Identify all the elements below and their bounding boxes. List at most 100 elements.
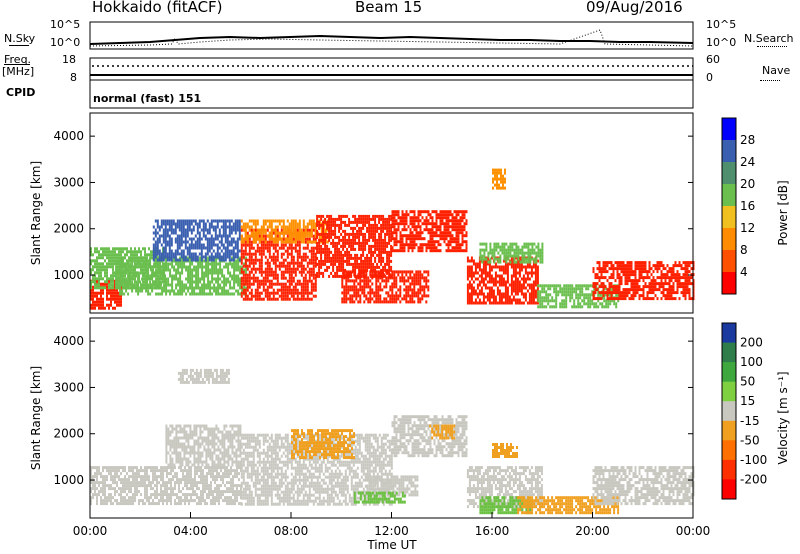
- freq-label-line: [4, 64, 30, 65]
- power-ytick-label-2: 3000: [53, 175, 84, 189]
- station-title: Hokkaido (fitACF): [92, 0, 223, 16]
- velocity-colorbar-tick-1: 100: [740, 355, 763, 369]
- velocity-xtick-label-1: 04:00: [173, 524, 208, 538]
- power-colorbar-swatch-1: [722, 140, 736, 163]
- velocity-colorbar-tick-0: 200: [740, 336, 763, 350]
- velocity-colorbar-swatch-8: [722, 479, 736, 500]
- velocity-colorbar-swatch-0: [722, 323, 736, 344]
- nsky-label-underline: [9, 45, 29, 46]
- power-colorbar-label: Power [dB]: [776, 180, 790, 245]
- nsearch-line: [89, 29, 694, 47]
- velocity-region-11: [517, 496, 620, 515]
- velocity-region-0: [90, 466, 242, 506]
- nave-tick-high: 60: [706, 53, 720, 66]
- velocity-colorbar-swatch-2: [722, 362, 736, 383]
- power-y-axis: 1000 2000 3000 4000: [53, 129, 693, 282]
- velocity-xtick-label-2: 08:00: [274, 524, 309, 538]
- power-region-7: [341, 270, 430, 304]
- velocity-colorbar-tick-7: -200: [740, 472, 767, 486]
- date-title: 09/Aug/2016: [586, 0, 683, 16]
- velocity-region-7: [353, 491, 406, 504]
- freq-tick-low: 8: [70, 71, 77, 84]
- freq-label: Freq.: [4, 53, 32, 66]
- velocity-colorbar-tick-6: -100: [740, 453, 767, 467]
- nsky-panel-frame: [89, 21, 694, 50]
- velocity-colorbar-swatch-1: [722, 342, 736, 363]
- power-colorbar-swatch-0: [722, 118, 736, 141]
- velocity-colorbar-tick-5: -50: [740, 433, 760, 447]
- freq-panel-frame: [89, 57, 694, 81]
- power-colorbar-tick-2: 12: [740, 221, 755, 235]
- power-region-6: [316, 214, 393, 278]
- velocity-colorbar-tick-4: -15: [740, 414, 760, 428]
- power-colorbar-swatch-6: [722, 250, 736, 273]
- power-colorbar: 4 8 12 16 20 24 28: [721, 117, 755, 295]
- cpid-label: CPID: [6, 86, 36, 99]
- power-colorbar-tick-5: 24: [740, 155, 755, 169]
- power-ytick-label-3: 4000: [53, 129, 84, 143]
- velocity-y-axis: 1000 2000 3000 4000: [53, 334, 693, 487]
- velocity-xtick-label-6: 00:00: [676, 524, 711, 538]
- power-ytick-label-0: 1000: [53, 268, 84, 282]
- power-region-3: [152, 219, 241, 262]
- power-colorbar-tick-4: 20: [740, 177, 755, 191]
- power-region-13: [592, 261, 695, 301]
- power-colorbar-tick-3: 16: [740, 199, 755, 213]
- power-colorbar-swatch-7: [722, 272, 736, 295]
- velocity-region-3: [291, 429, 355, 460]
- nave-label-dots: [760, 80, 780, 81]
- velocity-xtick-label-4: 16:00: [475, 524, 510, 538]
- power-colorbar-tick-1: 8: [740, 243, 748, 257]
- power-region-8: [391, 210, 468, 253]
- power-region-2: [115, 256, 248, 296]
- velocity-ytick-label-0: 1000: [53, 473, 84, 487]
- velocity-region-12: [592, 466, 695, 506]
- velocity-colorbar-swatch-6: [722, 440, 736, 461]
- nsky-right-tick-high: 10^5: [706, 18, 737, 31]
- power-ytick-label-1: 2000: [53, 222, 84, 236]
- velocity-colorbar-swatch-3: [722, 381, 736, 402]
- velocity-x-axis: 00:00 04:00 08:00 12:00 16:00 20:00 00:00: [73, 512, 711, 538]
- velocity-colorbar-swatch-4: [722, 401, 736, 422]
- velocity-region-1: [165, 424, 242, 467]
- velocity-colorbar-tick-2: 50: [740, 375, 755, 389]
- power-region-9: [466, 256, 539, 305]
- nsky-tick-low: 10^0: [50, 36, 81, 49]
- cpid-value: normal (fast) 151: [93, 92, 202, 105]
- velocity-colorbar-frame: [721, 322, 737, 500]
- power-ylabel: Slant Range [km]: [29, 161, 43, 265]
- power-colorbar-swatch-3: [722, 184, 736, 207]
- power-data-layer: [90, 168, 695, 310]
- velocity-ytick-label-2: 3000: [53, 380, 84, 394]
- beam-title: Beam 15: [355, 0, 423, 16]
- velocity-region-13: [177, 368, 230, 384]
- velocity-xtick-label-3: 12:00: [374, 524, 409, 538]
- freq-unit: [MHz]: [2, 65, 35, 78]
- power-colorbar-swatch-4: [722, 206, 736, 229]
- velocity-data-layer: [90, 368, 695, 515]
- nsky-tick-high: 10^5: [50, 18, 81, 31]
- nsearch-label: N.Search: [744, 32, 794, 45]
- nave-tick-low: 0: [706, 71, 713, 84]
- power-region-10: [479, 242, 544, 264]
- power-colorbar-frame: [721, 117, 737, 295]
- nsky-right-tick-low: 10^0: [706, 36, 737, 49]
- velocity-xtick-label-5: 20:00: [575, 524, 610, 538]
- power-colorbar-swatch-5: [722, 228, 736, 251]
- velocity-region-6: [366, 475, 419, 497]
- power-region-11: [492, 168, 506, 190]
- velocity-ytick-label-3: 4000: [53, 334, 84, 348]
- velocity-region-4: [391, 415, 468, 458]
- velocity-colorbar-swatch-7: [722, 459, 736, 480]
- velocity-region-5: [429, 424, 456, 440]
- nsearch-label-dots: [757, 46, 787, 47]
- power-panel-frame: [89, 112, 694, 314]
- velocity-xtick-label-0: 00:00: [73, 524, 108, 538]
- velocity-xlabel: Time UT: [366, 538, 417, 552]
- power-colorbar-tick-0: 4: [740, 265, 748, 279]
- velocity-colorbar-label: Velocity [m s⁻¹]: [776, 371, 790, 464]
- velocity-ytick-label-1: 2000: [53, 427, 84, 441]
- power-colorbar-tick-6: 28: [740, 133, 755, 147]
- velocity-colorbar-tick-3: 15: [740, 394, 755, 408]
